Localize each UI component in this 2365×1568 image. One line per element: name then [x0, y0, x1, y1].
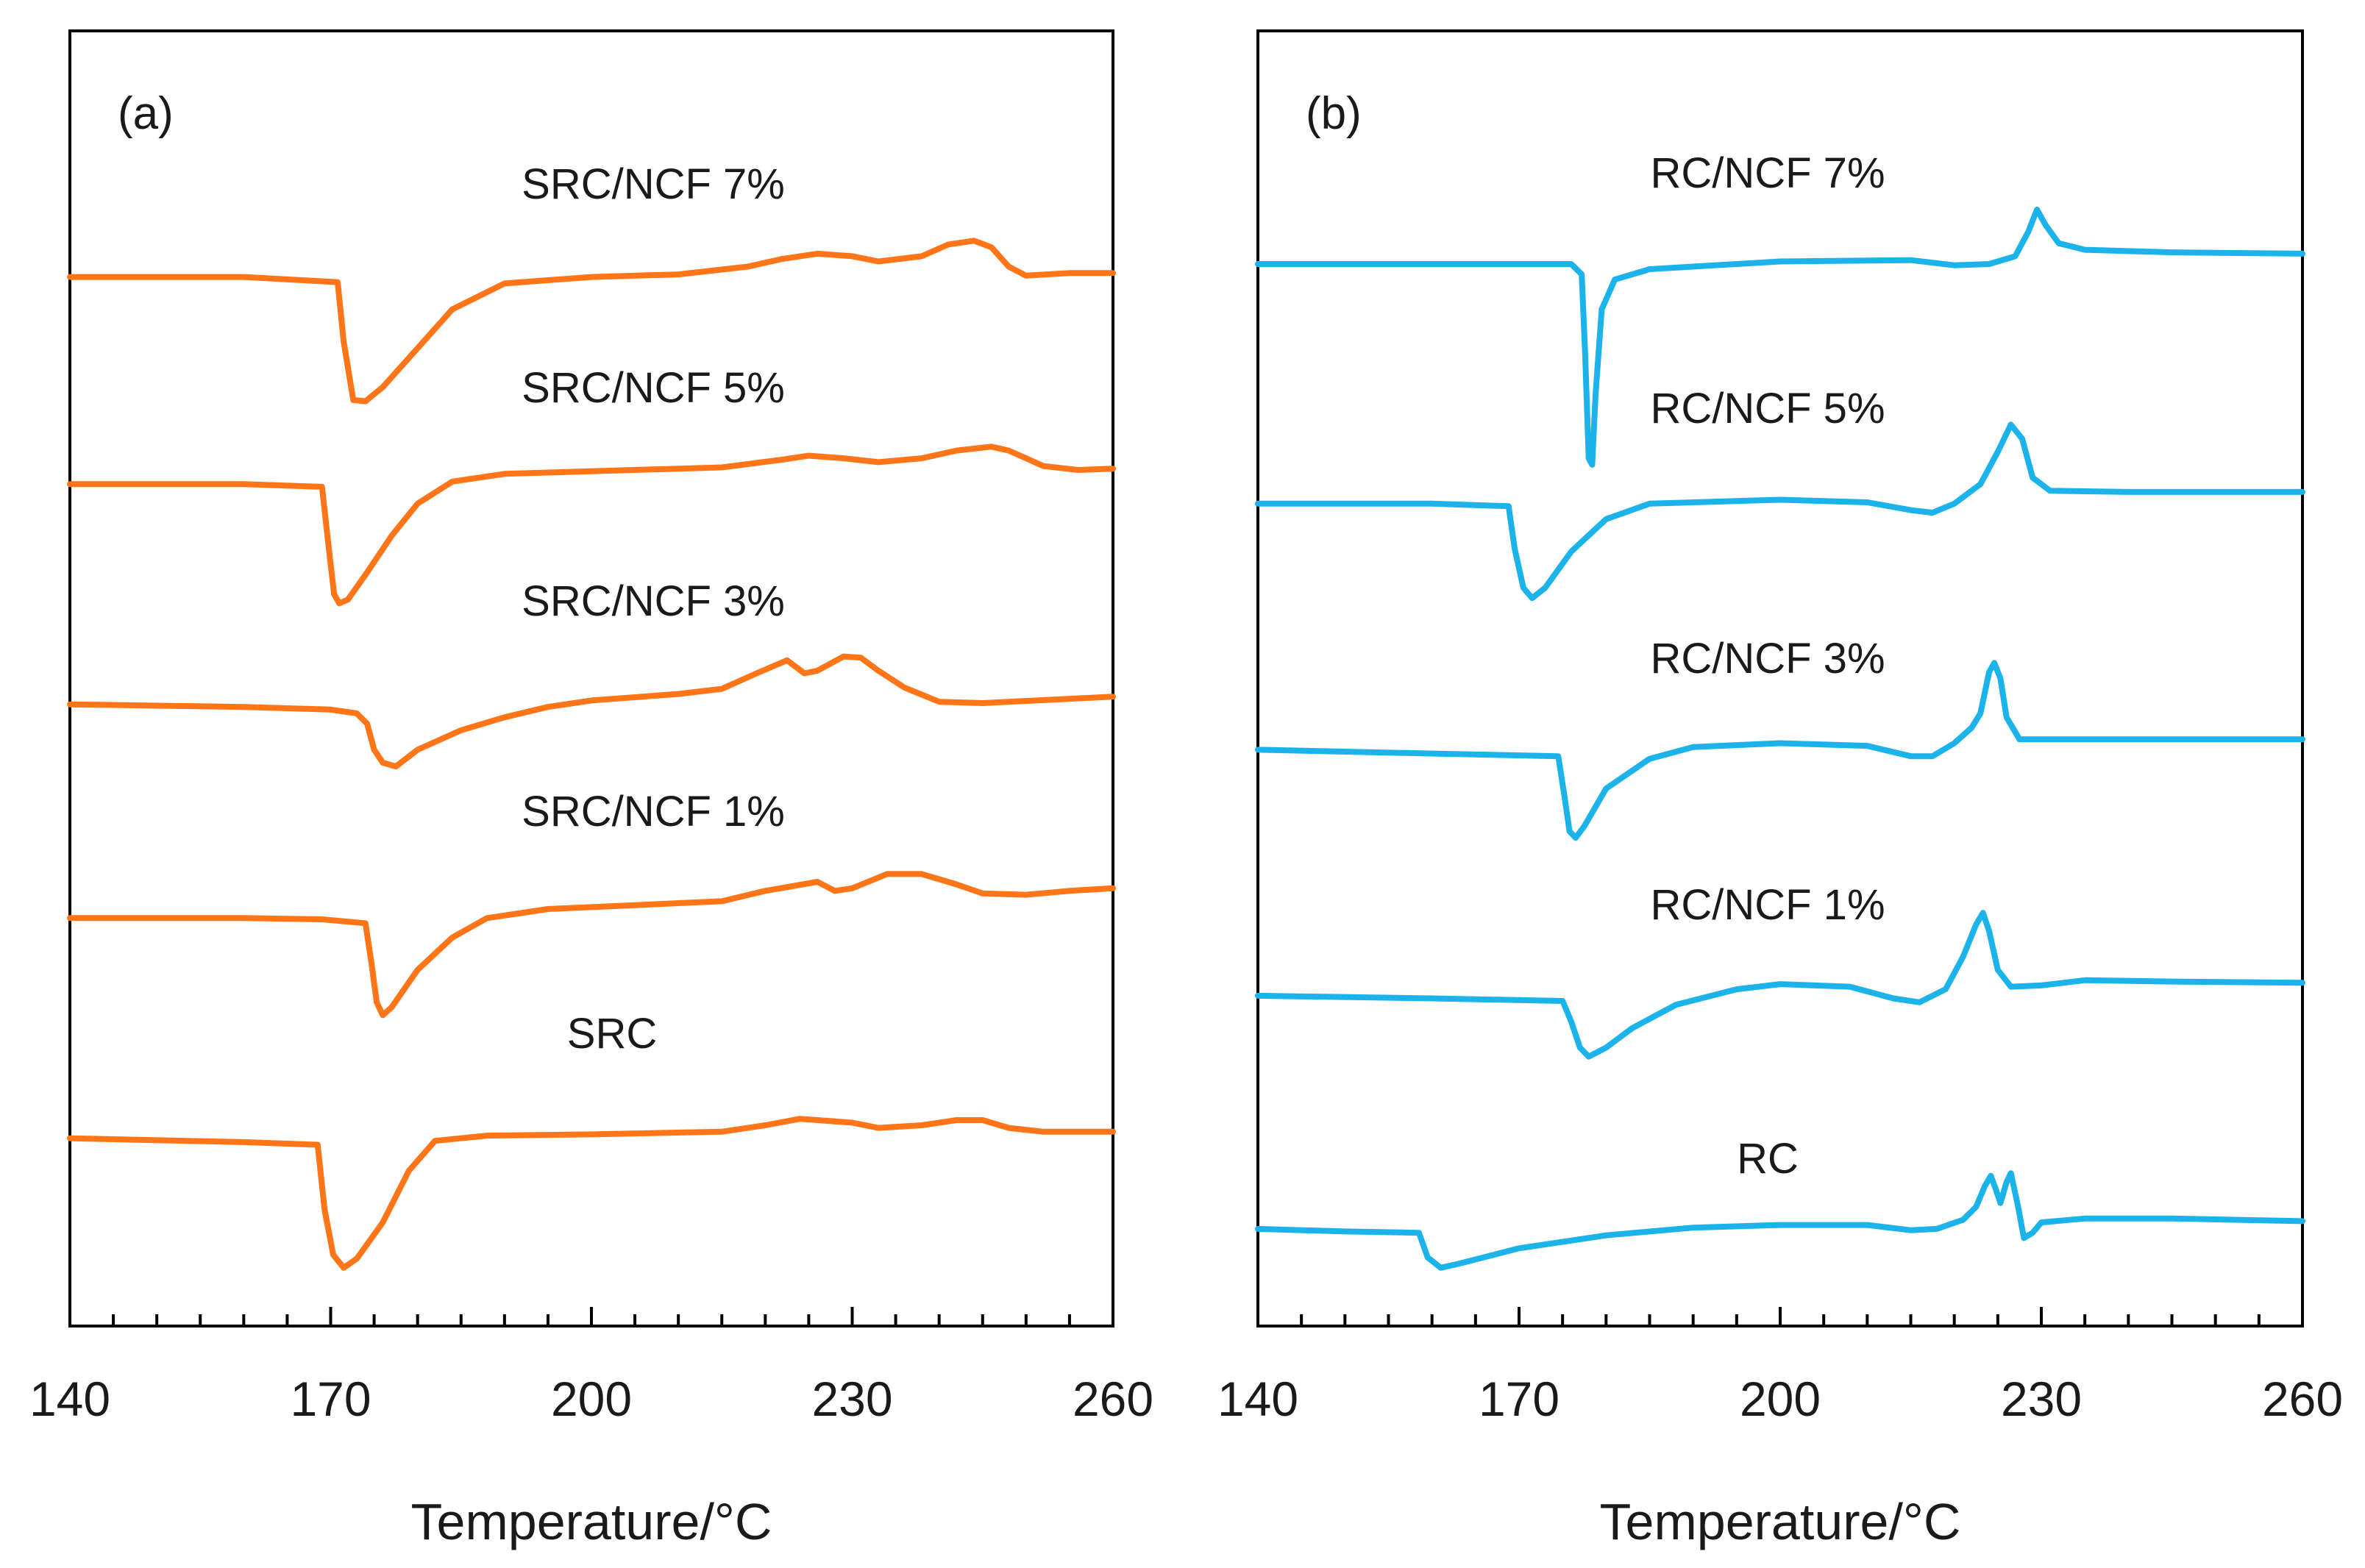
series-label-b-0: RC/NCF 7%: [1650, 149, 1885, 197]
series-line-a-src: [67, 1116, 1116, 1271]
series-label-a-4: SRC: [567, 1010, 657, 1058]
x-tick-label-a-200: 200: [551, 1372, 632, 1426]
x-tick-label-a-230: 230: [811, 1372, 892, 1426]
series-label-b-1: RC/NCF 5%: [1650, 385, 1885, 432]
series-line-b-rc-ncf-1-: [1255, 910, 2305, 1060]
x-tick-label-a-140: 140: [29, 1372, 110, 1426]
series-line-a-src-ncf-3-: [67, 653, 1116, 770]
x-tick-label-b-140: 140: [1217, 1372, 1298, 1426]
panel-label-b: (b): [1306, 88, 1362, 139]
series-line-b-rc-ncf-5-: [1255, 421, 2305, 602]
panel-label-a: (a): [118, 88, 174, 139]
x-tick-label-b-260: 260: [2262, 1372, 2343, 1426]
x-tick-label-b-200: 200: [1740, 1372, 1821, 1426]
series-label-b-2: RC/NCF 3%: [1650, 635, 1885, 683]
panel-b: 140 170 200 230 260 Temperature/°C (b) RC/NCF 7…: [1217, 29, 2343, 1550]
x-axis-label-a: Temperature/°C: [411, 1493, 772, 1550]
series-label-b-3: RC/NCF 1%: [1650, 881, 1885, 929]
series-label-b-4: RC: [1737, 1135, 1799, 1183]
series-line-b-rc: [1255, 1170, 2305, 1271]
series-label-a-3: SRC/NCF 1%: [522, 788, 785, 835]
series-line-b-rc-ncf-3-: [1255, 660, 2305, 841]
panel-a: 140 170 200 230 260 Temperature/°C (a) SRC/NCF …: [29, 29, 1153, 1550]
series-line-a-src-ncf-7-: [67, 238, 1116, 405]
series-label-a-2: SRC/NCF 3%: [522, 577, 785, 625]
series-line-a-src-ncf-5-: [67, 443, 1116, 607]
series-line-b-rc-ncf-7-: [1255, 207, 2305, 468]
series-line-a-src-ncf-1-: [67, 871, 1116, 1019]
x-tick-label-b-230: 230: [2001, 1372, 2082, 1426]
x-tick-label-a-260: 260: [1073, 1372, 1153, 1426]
x-tick-label-a-170: 170: [290, 1372, 371, 1426]
x-tick-label-b-170: 170: [1479, 1372, 1560, 1426]
x-axis-label-b: Temperature/°C: [1600, 1493, 1961, 1550]
series-label-a-1: SRC/NCF 5%: [522, 364, 785, 412]
series-label-a-0: SRC/NCF 7%: [522, 160, 785, 208]
